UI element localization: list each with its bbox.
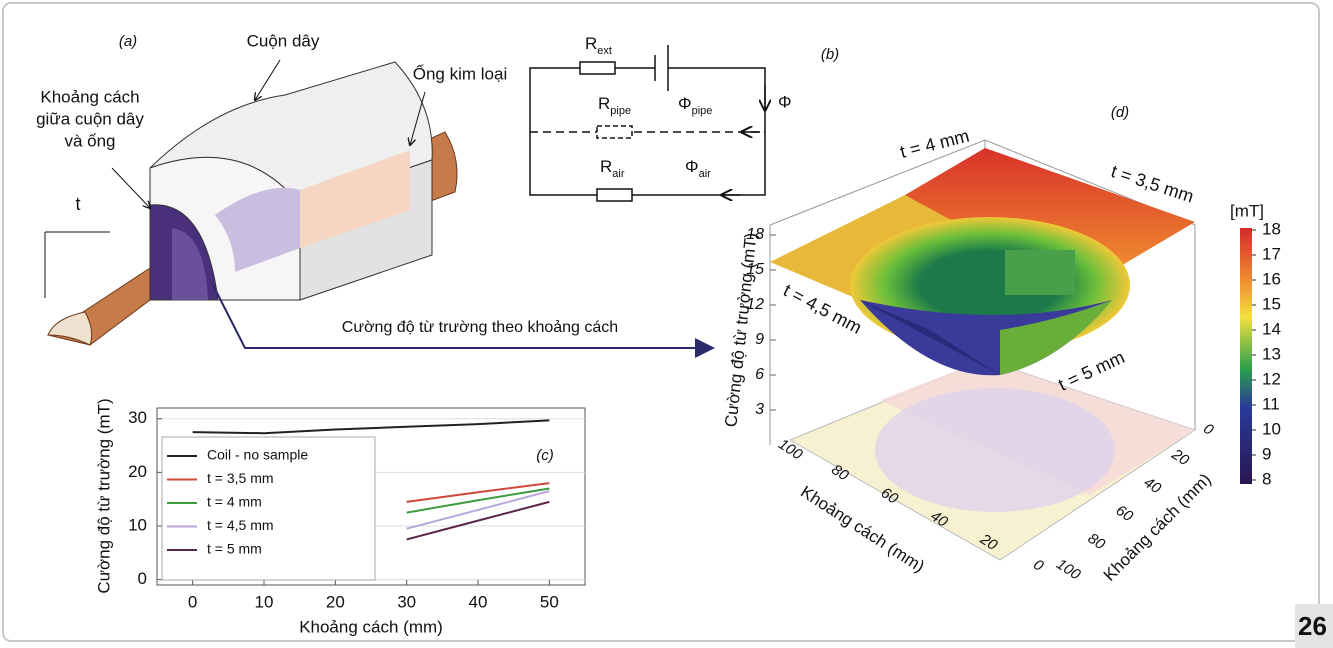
resistor [580, 62, 615, 74]
tick-label: 60 [1113, 502, 1137, 526]
coil-drawing [45, 60, 713, 348]
tick-label: 0 [1030, 556, 1047, 575]
resistor [597, 189, 632, 201]
panel-label: (a) [119, 33, 137, 50]
x-tick-label: 20 [326, 592, 345, 611]
label: Rext [585, 34, 612, 56]
label: Φpipe [678, 94, 712, 116]
x-tick-label: 50 [540, 592, 559, 611]
label: và ống [64, 131, 115, 150]
page-number: 26 [1298, 611, 1327, 641]
pointer [112, 168, 150, 208]
y-tick-label: 30 [128, 408, 147, 427]
axis-label: Khoảng cách (mm) [299, 617, 443, 636]
y-tick-label: 0 [138, 569, 147, 588]
legend-label: t = 3,5 mm [207, 470, 274, 486]
colorbar-tick-label: 18 [1262, 219, 1281, 238]
panel-label: (c) [536, 447, 554, 464]
x-tick-label: 30 [397, 592, 416, 611]
colorbar-tick-label: 12 [1262, 369, 1281, 388]
legend-label: t = 5 mm [207, 541, 262, 557]
colorbar-tick-label: 16 [1262, 269, 1281, 288]
label: Khoảng cách [40, 87, 139, 106]
tick-label: 40 [1141, 474, 1165, 498]
colorbar-tick-label: 17 [1262, 244, 1281, 263]
y-tick-label: 10 [128, 515, 147, 534]
z-tick-label: 12 [746, 296, 764, 313]
pointer [255, 60, 280, 100]
legend-label: t = 4 mm [207, 494, 262, 510]
z-tick-label: 18 [746, 226, 764, 243]
x-tick-label: 40 [469, 592, 488, 611]
legend-label: Coil - no sample [207, 447, 308, 463]
tick-label: 20 [1168, 445, 1193, 469]
annotation: t = 5 mm [1055, 347, 1127, 395]
circuit [530, 45, 765, 201]
label: Rpipe [598, 94, 631, 116]
label: Cuộn dây [247, 31, 320, 50]
label: Rair [600, 157, 625, 179]
z-tick-label: 9 [755, 331, 764, 348]
colorbar-tick-label: 14 [1262, 319, 1281, 338]
colorbar-tick-label: 13 [1262, 344, 1281, 363]
colorbar-tick-label: 15 [1262, 294, 1281, 313]
label: Φair [685, 157, 711, 179]
caption: Cường độ từ trường theo khoảng cách [342, 319, 618, 336]
x-tick-label: 10 [255, 592, 274, 611]
axis-label: Cường độ từ trường (mT) [94, 398, 113, 593]
legend-label: t = 4,5 mm [207, 517, 274, 533]
label: Ống kim loại [413, 63, 507, 83]
label: Φ [778, 92, 792, 111]
annotation: t = 4 mm [898, 126, 971, 162]
figure: (a) Cuộn dây Ống kim loại Khoảng cách gi… [0, 0, 1333, 648]
surface [1005, 250, 1075, 295]
resistor [597, 126, 632, 138]
colorbar-tick-label: 9 [1262, 444, 1271, 463]
label: giữa cuộn dây [36, 109, 144, 128]
tick-label: 0 [1200, 420, 1217, 439]
floor-projection [875, 388, 1115, 512]
panel-label: (d) [1111, 104, 1129, 121]
colorbar-tick-label: 10 [1262, 419, 1281, 438]
colorbar-label: [mT] [1230, 201, 1264, 220]
z-tick-label: 3 [755, 401, 764, 418]
z-tick-label: 6 [755, 366, 764, 383]
tick-label: 80 [1085, 530, 1109, 554]
y-tick-label: 20 [128, 462, 147, 481]
colorbar-tick-label: 8 [1262, 469, 1271, 488]
colorbar [1240, 228, 1252, 484]
label: t [75, 194, 80, 214]
x-tick-label: 0 [188, 592, 197, 611]
tick-label: 100 [1053, 556, 1084, 584]
colorbar-tick-label: 11 [1262, 394, 1280, 413]
z-tick-label: 15 [746, 261, 764, 278]
panel-label: (b) [821, 46, 839, 63]
